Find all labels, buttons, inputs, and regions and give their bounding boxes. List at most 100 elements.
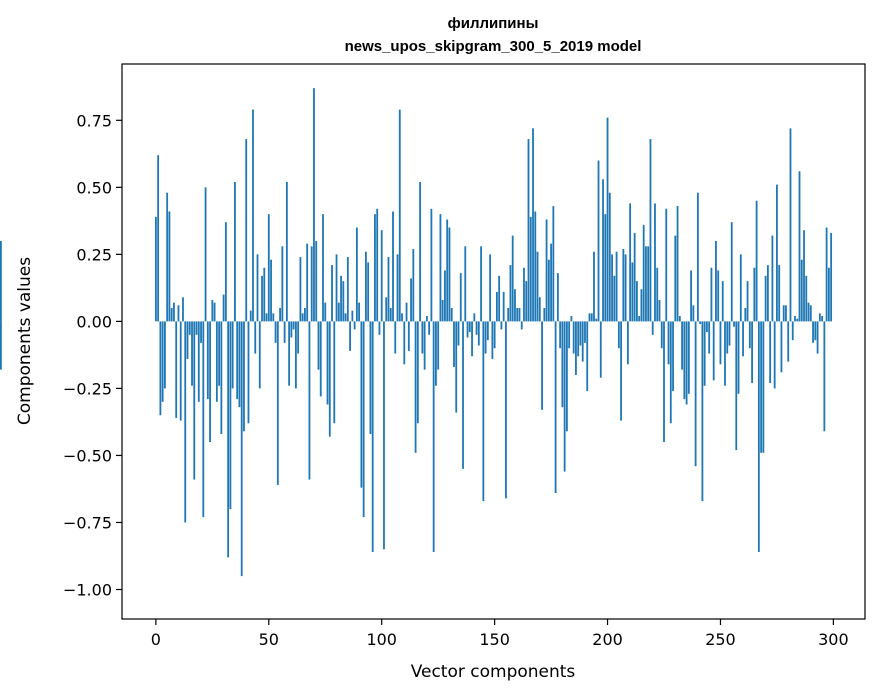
bar-140 [471,321,473,357]
bar-180 [561,321,564,408]
x-tick-label: 300 [818,630,849,649]
x-tick-label: 0 [151,630,161,649]
bar-259 [739,254,742,322]
bar-173 [545,219,548,322]
bar-1 [157,155,160,322]
x-tick-label: 100 [366,630,397,649]
bar-241 [699,321,702,325]
bar-162 [520,321,523,330]
bar-207 [622,249,625,322]
bar-undefined [0,321,2,370]
bar-264 [751,321,753,384]
bar-276 [778,265,781,322]
x-tick-label: 200 [592,630,623,649]
bar-131 [450,307,453,322]
bar-103 [387,257,390,322]
bar-74 [322,214,324,322]
bar-144 [480,246,482,322]
bar-239 [694,321,697,467]
bar-93 [365,251,367,322]
bar-271 [766,265,769,322]
bar-98 [376,208,379,322]
bar-229 [672,321,674,392]
bar-110 [403,321,406,365]
bar-161 [518,307,521,322]
bar-281 [789,128,792,322]
bar-105 [392,211,394,322]
bar-111 [405,302,408,322]
bar-121 [428,321,431,335]
bar-26 [213,302,216,322]
bar-117 [419,181,422,322]
bar-51 [270,259,272,322]
bar-57 [283,321,286,343]
bar-13 [184,321,187,523]
bar-106 [394,321,397,354]
bar-195 [595,318,598,322]
bar-285 [798,171,801,322]
bar-211 [631,262,634,322]
bar-272 [769,321,772,384]
bar-160 [516,307,519,322]
bar-109 [401,313,403,322]
bar-159 [514,289,516,322]
bar-35 [234,181,236,322]
bar-164 [525,281,528,322]
bar-156 [507,307,510,322]
bar-167 [532,128,534,322]
bar-292 [814,321,817,341]
bar-66 [304,307,306,322]
bar-128 [444,270,446,322]
bar-42 [249,310,252,322]
bar-152 [498,275,501,322]
bar-230 [674,235,677,322]
bar-130 [448,227,451,322]
y-axis-label: Components values [15,257,35,425]
bar-237 [690,270,693,322]
bar-260 [742,321,744,357]
bar-14 [186,321,189,359]
bar-104 [389,307,392,322]
bar-17 [193,321,196,480]
bar-284 [796,318,799,322]
bar-182 [565,321,568,432]
bar-6 [168,211,171,322]
bar-39 [243,321,245,432]
bar-175 [550,243,552,322]
bar-203 [613,275,616,322]
bar-176 [552,206,555,322]
bar-72 [317,321,320,370]
bar-210 [629,203,632,322]
bar-99 [378,321,381,335]
bar-34 [231,321,234,389]
bar-19 [197,321,200,402]
bar-79 [333,321,336,424]
bar-112 [407,321,410,351]
bar-86 [349,321,351,351]
bar-123 [432,321,435,552]
bar-223 [658,299,661,322]
y-tick-label: 0.25 [76,245,112,264]
bar-63 [297,321,300,354]
bar-68 [308,321,311,480]
bar-205 [617,321,620,349]
bar-27 [215,321,218,402]
bar-119 [423,321,426,370]
bar-137 [464,246,467,322]
bar-248 [715,240,717,322]
bar-253 [726,321,729,354]
bar-4 [164,321,166,389]
bar-22 [204,187,207,322]
bar-268 [760,321,763,453]
bar-2 [159,321,162,416]
bar-279 [785,305,787,322]
bar-76 [326,321,329,405]
bar-77 [328,321,331,437]
bar-107 [396,254,399,322]
bar-216 [642,224,645,322]
bar-52 [272,313,275,322]
bar-60 [290,321,293,338]
bar-256 [733,321,735,327]
bar-56 [281,246,284,322]
bar-257 [735,321,738,451]
